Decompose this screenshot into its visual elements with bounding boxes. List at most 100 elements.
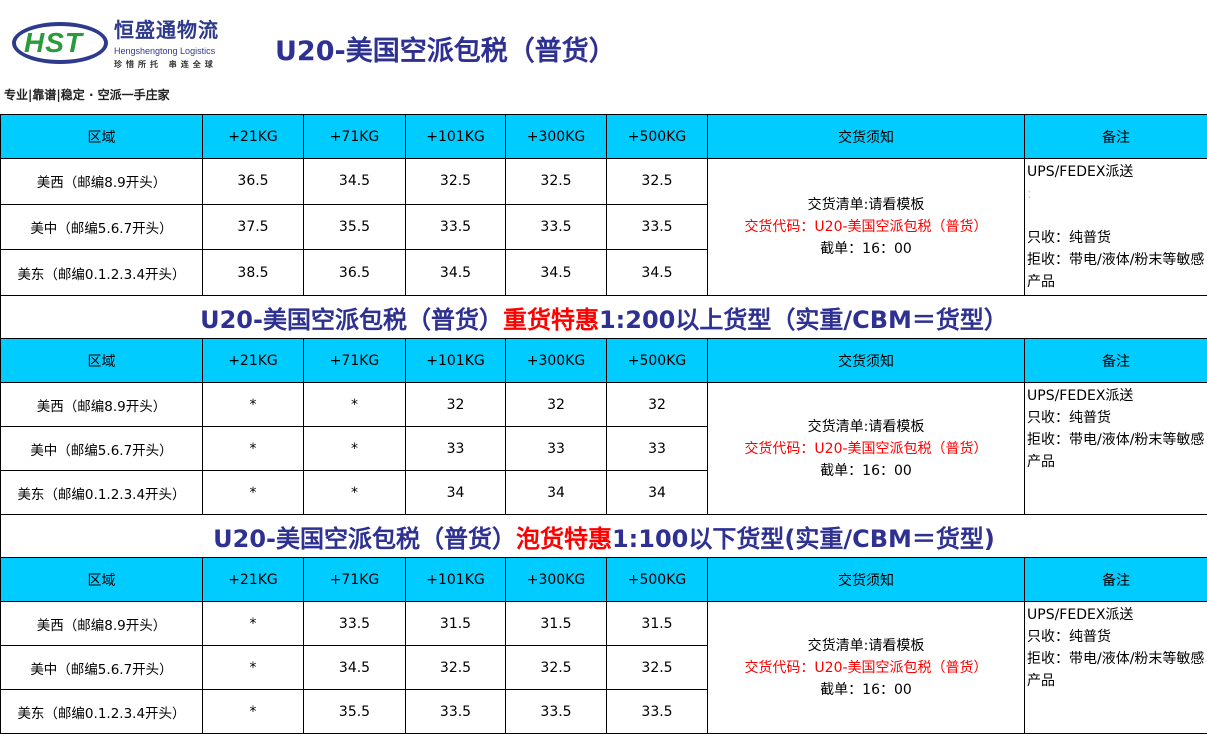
price-cell: * <box>304 383 406 427</box>
remarks-line3: 只收：纯普货 <box>1027 407 1205 429</box>
column-header: 备注 <box>1025 339 1207 383</box>
price-cell: 33.5 <box>607 204 708 250</box>
section-title: U20-美国空派包税（普货）泡货特惠1:100以下货型(实重/CBM＝货型) <box>1 515 1207 558</box>
price-cell: * <box>203 646 304 690</box>
price-cell: * <box>203 471 304 515</box>
notes-line1: 交货清单:请看模板 <box>708 416 1024 438</box>
title-highlight: 重货特惠 <box>503 306 599 334</box>
price-cell: 33 <box>406 427 506 471</box>
notes-line1: 交货清单:请看模板 <box>708 635 1024 657</box>
region-cell: 美东（邮编0.1.2.3.4开头） <box>1 471 203 515</box>
price-cell: 36.5 <box>203 159 304 205</box>
price-cell: 33.5 <box>607 690 708 734</box>
price-cell: 32.5 <box>506 646 607 690</box>
price-cell: 36.5 <box>304 250 406 296</box>
price-cell: 31.5 <box>607 602 708 646</box>
region-cell: 美中（邮编5.6.7开头） <box>1 427 203 471</box>
region-cell: 美西（邮编8.9开头） <box>1 602 203 646</box>
column-header: 备注 <box>1025 558 1207 602</box>
column-header: +71KG <box>304 115 406 159</box>
title-spec: 1:200以上货型（实重/CBM＝货型） <box>599 306 1008 334</box>
remarks-line4: 拒收：带电/液体/粉末等敏感产品 <box>1027 648 1205 692</box>
price-cell: 33 <box>506 427 607 471</box>
price-cell: 32 <box>607 383 708 427</box>
region-cell: 美东（邮编0.1.2.3.4开头） <box>1 250 203 296</box>
price-cell: 31.5 <box>406 602 506 646</box>
remarks-line3: 只收：纯普货 <box>1027 626 1205 648</box>
price-cell: 32.5 <box>406 159 506 205</box>
price-cell: * <box>203 383 304 427</box>
title-main: U20-美国空派包税（普货） <box>200 306 503 334</box>
logo-tagline: 珍惜所托 串连全球 <box>114 59 217 71</box>
price-cell: 32.5 <box>607 159 708 205</box>
column-header: +300KG <box>506 339 607 383</box>
price-cell: 32.5 <box>506 159 607 205</box>
notes-line2: 交货代码：U20-美国空派包税（普货） <box>708 657 1024 679</box>
region-cell: 美东（邮编0.1.2.3.4开头） <box>1 690 203 734</box>
column-header: +101KG <box>406 115 506 159</box>
column-header: +500KG <box>607 339 708 383</box>
column-header: +101KG <box>406 558 506 602</box>
section-title: U20-美国空派包税（普货）重货特惠1:200以上货型（实重/CBM＝货型） <box>1 296 1207 339</box>
price-cell: 32 <box>406 383 506 427</box>
column-header: 交货须知 <box>708 115 1025 159</box>
price-cell: 31.5 <box>506 602 607 646</box>
logo-mark: HST <box>24 26 83 60</box>
price-cell: 33.5 <box>304 602 406 646</box>
notes-line3: 截单：16：00 <box>708 238 1024 260</box>
column-header: +300KG <box>506 558 607 602</box>
title-spec: 1:100以下货型(实重/CBM＝货型) <box>612 525 995 553</box>
remarks-line4: 拒收：带电/液体/粉末等敏感产品 <box>1027 249 1205 293</box>
price-cell: 32 <box>506 383 607 427</box>
remarks-line1: UPS/FEDEX派送 <box>1027 161 1205 183</box>
column-header: +500KG <box>607 558 708 602</box>
price-cell: * <box>203 690 304 734</box>
notes-line3: 截单：16：00 <box>708 460 1024 482</box>
section-title-row: U20-美国空派包税（普货）重货特惠1:200以上货型（实重/CBM＝货型） <box>1 296 1207 339</box>
price-cell: 38.5 <box>203 250 304 296</box>
column-header: 交货须知 <box>708 558 1025 602</box>
price-cell: 37.5 <box>203 204 304 250</box>
price-cell: 34.5 <box>304 646 406 690</box>
notes-line2: 交货代码：U20-美国空派包税（普货） <box>708 438 1024 460</box>
price-cell: * <box>304 471 406 515</box>
remarks-line1: UPS/FEDEX派送 <box>1027 604 1205 626</box>
page-title: U20-美国空派包税（普货） <box>275 34 616 70</box>
price-cell: 34.5 <box>406 250 506 296</box>
price-cell: 35.5 <box>304 204 406 250</box>
title-highlight: 泡货特惠 <box>516 525 612 553</box>
logo-name-en: Hengshengtong Logistics <box>114 45 215 57</box>
column-header: 交货须知 <box>708 339 1025 383</box>
price-cell: 34 <box>506 471 607 515</box>
price-cell: 34 <box>607 471 708 515</box>
section-title-row: U20-美国空派包税（普货）泡货特惠1:100以下货型(实重/CBM＝货型) <box>1 515 1207 558</box>
price-cell: * <box>203 602 304 646</box>
column-header: +300KG <box>506 115 607 159</box>
price-cell: 33.5 <box>506 204 607 250</box>
notes-line2: 交货代码：U20-美国空派包税（普货） <box>708 216 1024 238</box>
price-cell: 34.5 <box>607 250 708 296</box>
notes-line1: 交货清单:请看模板 <box>708 194 1024 216</box>
column-header: +21KG <box>203 115 304 159</box>
column-header: +21KG <box>203 339 304 383</box>
column-header: 区域 <box>1 339 203 383</box>
company-logo: HST 恒盛通物流 Hengshengtong Logistics 珍惜所托 串… <box>4 10 244 110</box>
column-header: 区域 <box>1 558 203 602</box>
column-header: +500KG <box>607 115 708 159</box>
price-cell: * <box>203 427 304 471</box>
delivery-notes: 交货清单:请看模板交货代码：U20-美国空派包税（普货）截单：16：00 <box>708 383 1025 515</box>
price-cell: 35.5 <box>304 690 406 734</box>
column-header: +101KG <box>406 339 506 383</box>
region-cell: 美西（邮编8.9开头） <box>1 383 203 427</box>
price-cell: 34 <box>406 471 506 515</box>
column-header: +71KG <box>304 339 406 383</box>
remarks-line1: UPS/FEDEX派送 <box>1027 385 1205 407</box>
price-cell: 33.5 <box>506 690 607 734</box>
